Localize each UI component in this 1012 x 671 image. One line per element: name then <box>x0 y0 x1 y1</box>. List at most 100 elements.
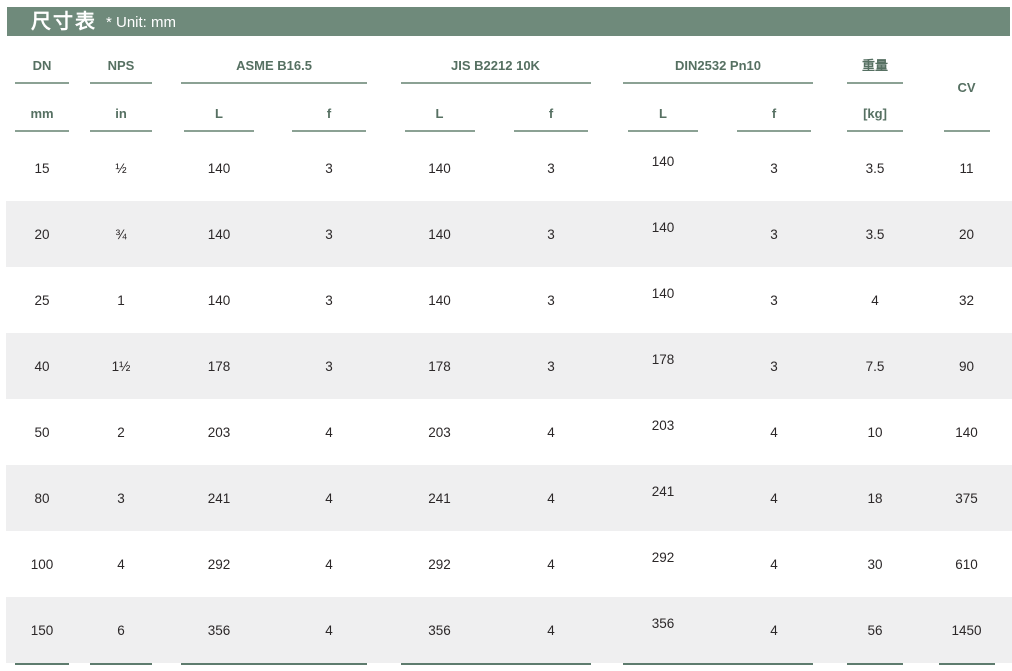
bottom-rule <box>400 663 591 665</box>
header-jis-l: L <box>384 90 495 135</box>
table-row: 25 1 140 3 140 3 140 3 4 32 <box>6 267 1012 333</box>
table-cell: 4 <box>770 556 778 572</box>
table-footer <box>6 663 1012 671</box>
table-cell: 140 <box>428 292 451 308</box>
bottom-rule <box>90 663 152 665</box>
table-cell: 241 <box>651 484 675 499</box>
table-cell: 11 <box>959 160 974 176</box>
table-cell: 20 <box>34 226 50 242</box>
table-cell: 292 <box>428 556 451 572</box>
header-dn-unit-label: mm <box>30 106 54 121</box>
header-underline <box>90 130 152 132</box>
header-underline <box>400 82 591 84</box>
table-cell: 30 <box>867 556 883 572</box>
table-cell: 178 <box>651 352 675 367</box>
bottom-rule-cell <box>78 663 164 671</box>
header-underline <box>623 82 813 84</box>
table-cell: 140 <box>428 226 451 242</box>
header-row-subs: mm in L f L f L f [kg] <box>6 90 1012 135</box>
table-cell: 610 <box>955 556 978 572</box>
table-cell: 4 <box>325 622 333 638</box>
header-underline <box>90 82 152 84</box>
table-cell: 4 <box>547 556 555 572</box>
table-cell: 140 <box>207 160 231 176</box>
table-cell: 3 <box>547 226 555 242</box>
table-cell: 241 <box>428 490 451 506</box>
header-asme: ASME B16.5 <box>164 44 384 90</box>
table-cell: 15 <box>34 160 50 176</box>
table-cell: 3 <box>117 490 125 506</box>
table-cell: 1½ <box>111 358 131 374</box>
header-underline <box>404 130 475 132</box>
header-jis-f-label: f <box>548 106 554 121</box>
header-asme-label: ASME B16.5 <box>236 58 312 73</box>
table-cell: 356 <box>207 622 231 638</box>
table-cell: 18 <box>867 490 883 506</box>
table-cell: 4 <box>547 622 555 638</box>
header-asme-l: L <box>164 90 274 135</box>
table-cell: 140 <box>955 424 978 440</box>
table-body: 15 ½ 140 3 140 3 140 3 3.5 11 20 ¾ 140 3 140 3 140 3 3.5 20… <box>6 135 1012 663</box>
page-title: 尺寸表 <box>31 10 97 33</box>
table-cell: 3 <box>547 292 555 308</box>
table-cell: 150 <box>30 622 54 638</box>
header-weight-label: 重量 <box>861 58 888 73</box>
table-cell: 3 <box>770 160 778 176</box>
table-cell: 140 <box>651 220 675 235</box>
table-cell: ¾ <box>115 226 127 242</box>
table-cell: 292 <box>207 556 231 572</box>
table-cell: 4 <box>325 556 333 572</box>
table-cell: 100 <box>30 556 54 572</box>
header-jis: JIS B2212 10K <box>384 44 607 90</box>
table-cell: 140 <box>207 226 231 242</box>
bottom-rule-cell <box>164 663 384 671</box>
header-underline <box>181 82 367 84</box>
bottom-rule <box>623 663 813 665</box>
table-row: 20 ¾ 140 3 140 3 140 3 3.5 20 <box>6 201 1012 267</box>
table-cell: 3 <box>325 358 333 374</box>
header-nps-label: NPS <box>107 58 135 73</box>
header-underline <box>847 130 903 132</box>
header-underline <box>15 82 69 84</box>
table-row: 100 4 292 4 292 4 292 4 30 610 <box>6 531 1012 597</box>
table-cell: 40 <box>34 358 50 374</box>
header-weight-unit: [kg] <box>829 90 921 135</box>
table-cell: 3 <box>770 226 778 242</box>
header-dn: DN <box>6 44 78 90</box>
table-header: DN NPS ASME B16.5 JIS B2212 10K DIN2532 … <box>6 44 1012 135</box>
header-underline <box>847 82 903 84</box>
table-row: 50 2 203 4 203 4 203 4 10 140 <box>6 399 1012 465</box>
table-cell: 3 <box>325 292 333 308</box>
unit-note: * Unit: mm <box>106 14 177 31</box>
header-underline <box>184 130 254 132</box>
header-din: DIN2532 Pn10 <box>607 44 829 90</box>
header-asme-f-label: f <box>326 106 332 121</box>
bottom-rule <box>938 663 995 665</box>
header-jis-label: JIS B2212 10K <box>451 58 540 73</box>
header-din-label: DIN2532 Pn10 <box>675 58 761 73</box>
header-cv: CV <box>921 44 1012 135</box>
table-cell: 375 <box>955 490 978 506</box>
table-cell: 140 <box>651 286 675 301</box>
table-cell: 90 <box>958 358 975 374</box>
bottom-rule <box>181 663 367 665</box>
header-row-groups: DN NPS ASME B16.5 JIS B2212 10K DIN2532 … <box>6 44 1012 132</box>
header-nps: NPS <box>78 44 164 90</box>
table-cell: 3 <box>547 358 555 374</box>
table-row: 80 3 241 4 241 4 241 4 18 375 <box>6 465 1012 531</box>
header-nps-unit-label: in <box>115 106 127 121</box>
header-underline <box>943 130 990 132</box>
table-cell: 1450 <box>951 622 982 638</box>
header-din-l: L <box>607 90 719 135</box>
table-cell: 4 <box>117 556 125 572</box>
table-cell: 80 <box>34 490 50 506</box>
bottom-rules-row <box>6 663 1012 671</box>
header-weight: 重量 <box>829 44 921 90</box>
table-cell: 4 <box>325 490 333 506</box>
table-cell: 4 <box>770 424 778 440</box>
table-row: 150 6 356 4 356 4 356 4 56 1450 <box>6 597 1012 663</box>
header-underline <box>737 130 811 132</box>
title-bar: 尺寸表 * Unit: mm <box>7 7 1010 36</box>
table-cell: 3 <box>325 226 333 242</box>
table-cell: 3 <box>770 358 778 374</box>
